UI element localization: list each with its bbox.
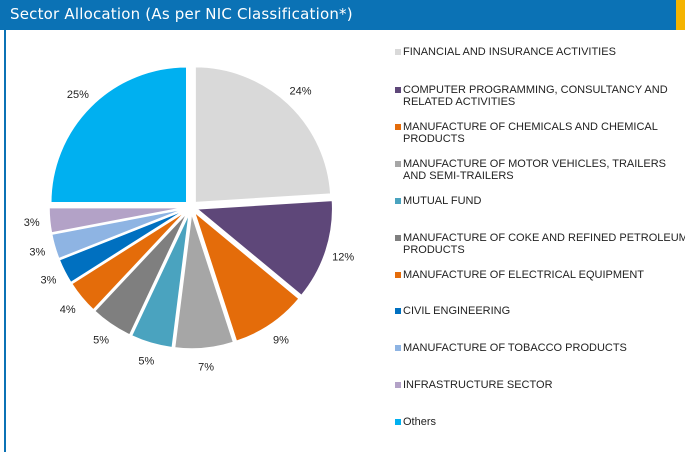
legend-swatch-6 <box>395 235 401 241</box>
legend-swatch-10 <box>395 382 401 388</box>
slice-value-label-10: 3% <box>24 217 40 229</box>
pie-slice-7 <box>70 210 187 312</box>
pie-slice-5 <box>130 212 191 349</box>
chart-header-bar: Sector Allocation (As per NIC Classifica… <box>0 0 685 30</box>
legend-swatch-2 <box>395 87 401 93</box>
legend-label-5: MUTUAL FUND <box>403 195 482 207</box>
legend-swatch-8 <box>395 308 401 314</box>
pie-slice-6 <box>93 211 189 337</box>
pie-chart: 24% 12% 9% 7% 5% 5% 4% 3% 3% 3% 25% <box>24 65 354 373</box>
legend-swatch-7 <box>395 272 401 278</box>
chart-legend: FINANCIAL AND INSURANCE ACTIVITIES COMPUT… <box>395 0 685 452</box>
legend-swatch-9 <box>395 345 401 351</box>
pie-slice-11 <box>50 66 188 204</box>
pie-slice-1 <box>194 65 332 204</box>
slice-value-label-9: 3% <box>29 247 45 259</box>
slice-value-label-8: 3% <box>40 275 56 287</box>
slice-value-label-4: 7% <box>198 361 214 373</box>
legend-swatch-4 <box>395 161 401 167</box>
slice-value-label-11: 25% <box>67 89 89 101</box>
legend-label-7: MANUFACTURE OF ELECTRICAL EQUIPMENT <box>403 269 645 281</box>
pie-slice-8 <box>58 209 187 284</box>
header-accent <box>676 0 685 30</box>
pie-slice-3 <box>192 209 301 343</box>
legend-label-10: INFRASTRUCTURE SECTOR <box>403 379 553 391</box>
pie-slice-2 <box>194 199 334 297</box>
slice-value-label-2: 12% <box>332 251 354 263</box>
pie-slice-9 <box>50 207 186 260</box>
legend-label-3: MANUFACTURE OF CHEMICALS AND CHEMICAL PR… <box>403 121 658 145</box>
legend-label-6: MANUFACTURE OF COKE AND REFINED PETROLEU… <box>403 232 685 256</box>
slice-value-label-5: 5% <box>138 356 154 368</box>
slice-value-label-1: 24% <box>290 85 312 97</box>
legend-swatch-11 <box>395 419 401 425</box>
legend-label-9: MANUFACTURE OF TOBACCO PRODUCTS <box>403 342 627 354</box>
legend-label-4: MANUFACTURE OF MOTOR VEHICLES, TRAILERS … <box>403 158 667 182</box>
slice-value-label-6: 5% <box>93 334 109 346</box>
legend-swatch-3 <box>395 124 401 130</box>
pie-slice-4 <box>173 212 235 350</box>
legend-label-1: FINANCIAL AND INSURANCE ACTIVITIES <box>403 46 616 58</box>
legend-swatch-1 <box>395 49 401 55</box>
chart-title: Sector Allocation (As per NIC Classifica… <box>10 5 353 23</box>
legend-label-2: COMPUTER PROGRAMMING, CONSULTANCY AND RE… <box>403 84 668 108</box>
slice-value-label-7: 4% <box>60 304 76 316</box>
pie-slice-10 <box>48 206 186 234</box>
left-border-rule <box>4 30 6 452</box>
slice-value-label-3: 9% <box>273 334 289 346</box>
legend-label-8: CIVIL ENGINEERING <box>403 305 511 317</box>
legend-label-11: Others <box>403 416 437 428</box>
legend-swatch-5 <box>395 198 401 204</box>
